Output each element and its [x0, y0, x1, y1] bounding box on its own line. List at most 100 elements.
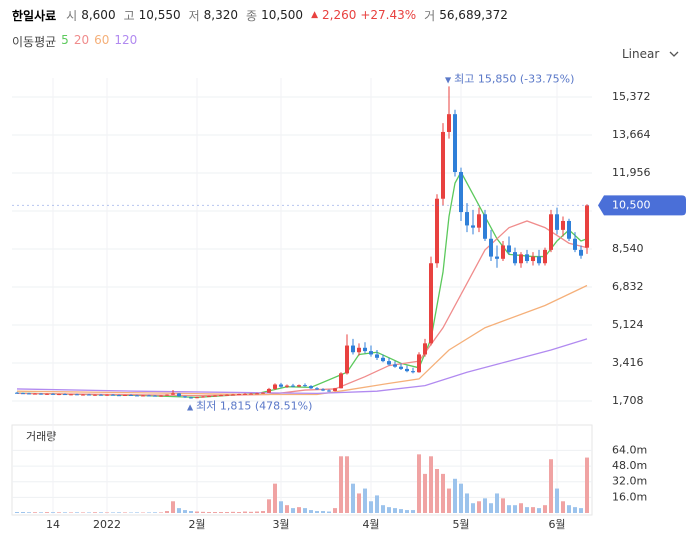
change-pct: +27.43% — [360, 8, 417, 22]
scale-dropdown[interactable]: Linear — [622, 47, 679, 61]
candle-body — [537, 256, 541, 264]
candle-body — [135, 395, 139, 397]
candle-body — [453, 114, 457, 173]
candle-body — [567, 220, 571, 239]
candle-body — [225, 394, 229, 396]
candle-body — [507, 245, 511, 253]
volume-bar — [333, 508, 337, 513]
volume-bar — [285, 505, 289, 513]
candle-body — [231, 394, 235, 396]
candle-body — [501, 245, 505, 259]
volume-bar — [153, 512, 157, 513]
annotation-marker: ▲ — [187, 402, 194, 411]
candle-body — [183, 396, 187, 398]
candle-body — [141, 395, 145, 397]
y-tick-label: 15,372 — [612, 90, 651, 103]
ma-legend-item: 5 — [61, 33, 69, 47]
y-tick-label: 6,832 — [612, 280, 644, 293]
volume-bar — [489, 503, 493, 513]
volume-bar — [453, 478, 457, 513]
candle-body — [417, 354, 421, 373]
field-value: 10,550 — [138, 8, 181, 22]
candle-body — [45, 393, 49, 395]
volume-bar — [315, 511, 319, 513]
change: 2,260 — [322, 8, 357, 22]
volume-bar — [183, 510, 187, 513]
volume-bar — [507, 505, 511, 513]
last-price-label: 10,500 — [612, 198, 651, 211]
candle-body — [33, 393, 37, 395]
volume-bar — [279, 501, 283, 513]
y-tick-label: 16.0m — [612, 490, 647, 503]
volume-bar — [399, 509, 403, 513]
candle-body — [201, 396, 205, 398]
candle-body — [549, 214, 553, 250]
field-value: 8,320 — [203, 8, 239, 22]
candle-body — [261, 392, 265, 394]
chevron — [669, 51, 679, 57]
candle-body — [297, 385, 301, 387]
candle-body — [195, 397, 199, 399]
candle-body — [543, 249, 547, 264]
volume-bar — [21, 512, 25, 513]
volume-bar — [51, 512, 55, 513]
volume-bar — [477, 501, 481, 513]
candle-body — [411, 371, 415, 373]
candle-body — [345, 345, 349, 374]
candle-body — [159, 395, 163, 397]
volume-bar — [39, 512, 43, 513]
candle-body — [387, 361, 391, 365]
candle-body — [15, 392, 19, 394]
candle-body — [339, 373, 343, 389]
candle-body — [255, 393, 259, 395]
volume-bar — [81, 512, 85, 513]
candle-body — [273, 384, 277, 389]
volume-bar — [297, 507, 301, 513]
x-tick-label: 14 — [46, 518, 60, 531]
y-tick-label: 64.0m — [612, 443, 647, 456]
volume-bar — [249, 511, 253, 513]
candle-body — [555, 214, 559, 230]
candle-body — [309, 386, 313, 389]
volume-bar — [219, 512, 223, 513]
candle-body — [207, 396, 211, 398]
volume-bar — [93, 512, 97, 513]
annotation: ▼ 최고 15,850 (-33.75%) — [445, 72, 574, 85]
volume-bar — [549, 459, 553, 513]
y-tick-label: 48.0m — [612, 459, 647, 472]
volume-bar — [309, 510, 313, 513]
volume-bar — [345, 456, 349, 513]
volume-bar — [471, 503, 475, 513]
candle-body — [111, 394, 115, 396]
volume-bar — [291, 508, 295, 513]
volume-bar — [321, 511, 325, 513]
candle-body — [69, 394, 73, 396]
ma-legend-item: 120 — [114, 33, 138, 47]
volume-bar — [165, 511, 169, 513]
candle-body — [93, 394, 97, 396]
volume-bar — [243, 511, 247, 513]
volume-bar — [225, 512, 229, 513]
candle-body — [249, 393, 253, 395]
volume-bar — [201, 511, 205, 513]
candle-body — [447, 114, 451, 132]
volume-bar — [543, 505, 547, 513]
candle-body — [321, 389, 325, 391]
ma-line — [16, 220, 588, 397]
candle-body — [75, 394, 79, 396]
field-value: 8,600 — [81, 8, 116, 22]
volume-bar — [579, 508, 583, 513]
volume-bar — [147, 512, 151, 513]
candle-body — [471, 225, 475, 228]
last-price-tag — [598, 195, 686, 216]
candle-body — [585, 205, 589, 248]
candle-body — [351, 345, 355, 353]
scale-mode: Linear — [622, 47, 660, 61]
volume-bar — [447, 488, 451, 513]
y-tick-label: 13,664 — [612, 128, 651, 141]
volume-bar — [429, 456, 433, 513]
candle-body — [219, 395, 223, 397]
candle-body — [441, 131, 445, 199]
field-label: 고 — [123, 8, 135, 23]
